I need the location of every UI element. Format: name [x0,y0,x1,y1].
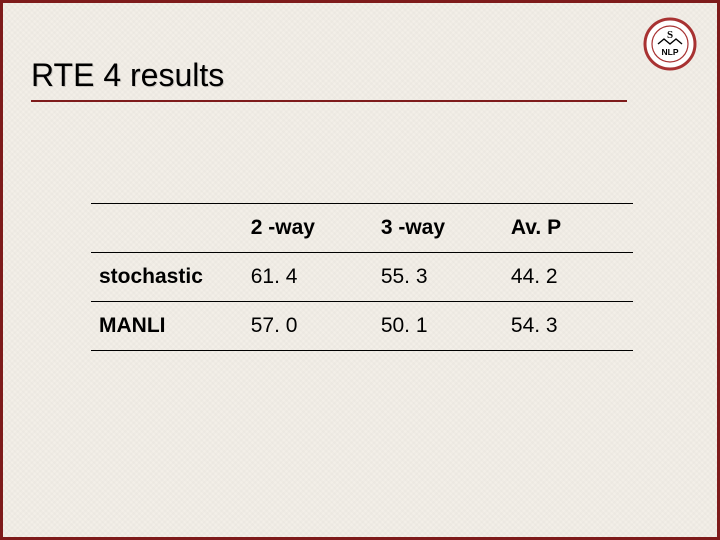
row-header-stochastic: stochastic [91,253,243,302]
logo-bottom-text: NLP [662,47,679,57]
table-header-empty [91,204,243,253]
results-table: 2 -way 3 -way Av. P stochastic 61. 4 55.… [91,203,633,351]
cell-stochastic-2way: 61. 4 [243,253,373,302]
table-header-row: 2 -way 3 -way Av. P [91,204,633,253]
cell-manli-2way: 57. 0 [243,302,373,351]
cell-manli-3way: 50. 1 [373,302,503,351]
logo-top-text: S [667,29,673,41]
table-row: stochastic 61. 4 55. 3 44. 2 [91,253,633,302]
stanford-nlp-logo: S NLP [643,17,697,71]
title-area: RTE 4 results [31,57,627,102]
table-row: MANLI 57. 0 50. 1 54. 3 [91,302,633,351]
title-underline [31,100,627,102]
cell-stochastic-3way: 55. 3 [373,253,503,302]
results-table-wrap: 2 -way 3 -way Av. P stochastic 61. 4 55.… [91,203,633,351]
slide: S NLP RTE 4 results 2 -way 3 -way Av. P [0,0,720,540]
row-header-manli: MANLI [91,302,243,351]
cell-manli-avp: 54. 3 [503,302,633,351]
table-header-avp: Av. P [503,204,633,253]
table-header-3way: 3 -way [373,204,503,253]
page-title: RTE 4 results [31,57,627,94]
table-header-2way: 2 -way [243,204,373,253]
cell-stochastic-avp: 44. 2 [503,253,633,302]
